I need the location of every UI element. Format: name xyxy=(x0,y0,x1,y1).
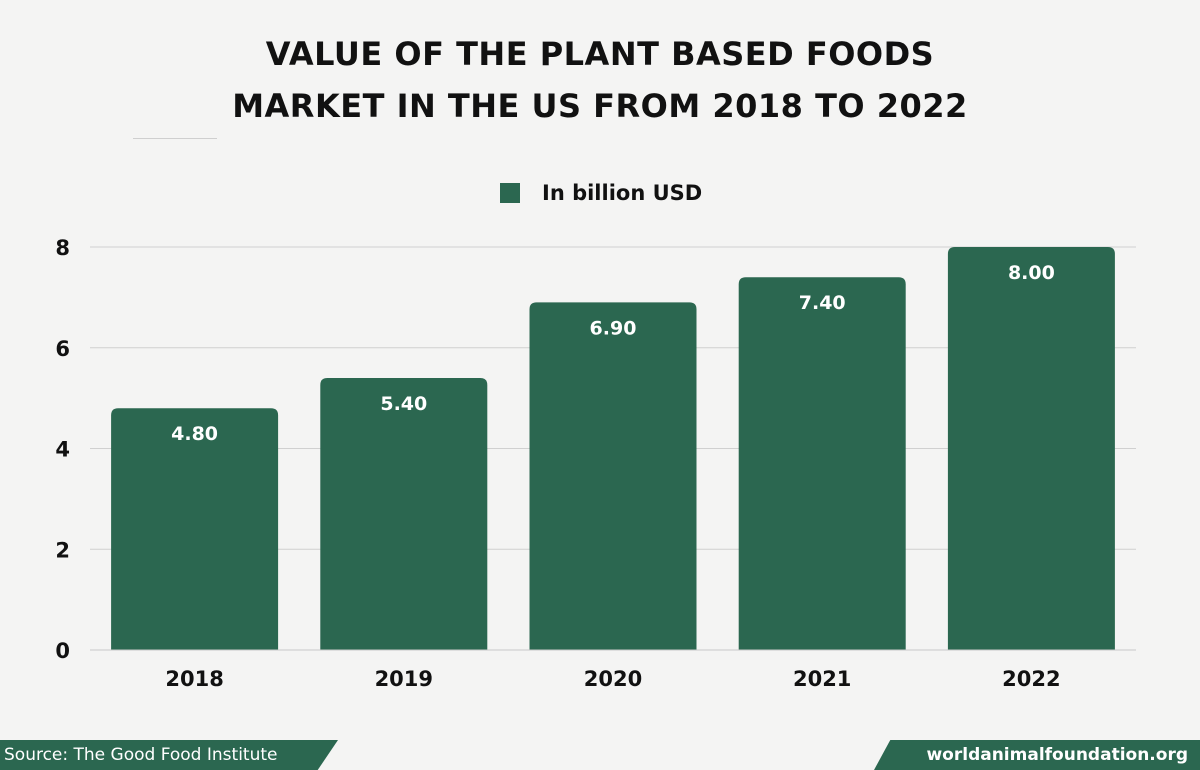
x-tick-label: 2020 xyxy=(584,667,642,691)
bar xyxy=(947,247,1115,650)
data-label: 8.00 xyxy=(1008,262,1055,284)
y-tick-label: 8 xyxy=(55,236,70,260)
x-tick-label: 2022 xyxy=(1002,667,1060,691)
source-banner: Source: The Good Food Institute xyxy=(0,740,338,770)
legend: In billion USD xyxy=(500,179,702,207)
y-tick-label: 2 xyxy=(55,538,70,562)
bar-chart: 0 2 4 6 8 4.80 2018 5.40 2019 6.90 2020 7.40 2021 8.0… xyxy=(55,236,1136,691)
bar xyxy=(111,408,279,650)
website-text: worldanimalfoundation.org xyxy=(926,745,1188,765)
source-text: Source: The Good Food Institute xyxy=(4,745,278,765)
title-divider xyxy=(133,138,217,139)
title-line-2: MARKET IN THE US FROM 2018 TO 2022 xyxy=(232,87,968,125)
legend-label: In billion USD xyxy=(542,181,703,205)
data-label: 4.80 xyxy=(171,423,218,445)
y-tick-label: 0 xyxy=(55,639,70,663)
data-label: 7.40 xyxy=(799,292,846,314)
bar xyxy=(320,377,488,650)
bar xyxy=(738,277,906,650)
x-tick-label: 2018 xyxy=(165,667,223,691)
legend-swatch xyxy=(500,183,520,203)
x-tick-label: 2021 xyxy=(793,667,851,691)
bar xyxy=(529,302,697,650)
chart-title: VALUE OF THE PLANT BASED FOODS MARKET IN… xyxy=(0,28,1200,132)
data-label: 5.40 xyxy=(380,393,427,415)
x-tick-label: 2019 xyxy=(375,667,433,691)
website-banner: worldanimalfoundation.org xyxy=(874,740,1200,770)
y-tick-label: 6 xyxy=(55,337,70,361)
title-line-1: VALUE OF THE PLANT BASED FOODS xyxy=(265,35,935,73)
y-tick-label: 4 xyxy=(55,438,70,462)
data-label: 6.90 xyxy=(590,317,637,339)
